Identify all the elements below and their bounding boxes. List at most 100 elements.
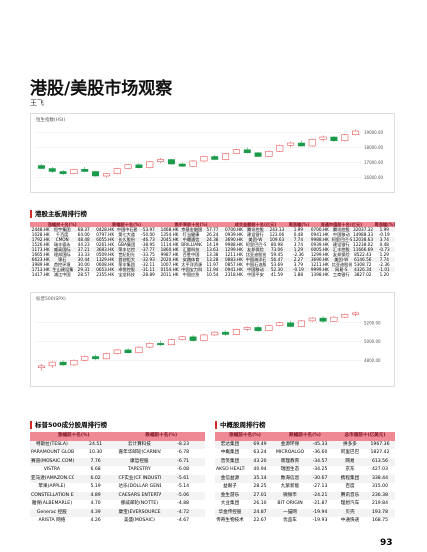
candle-body	[124, 164, 132, 169]
table-cell: 109.63	[266, 237, 288, 242]
candle-body	[254, 327, 262, 331]
table-cell: 9988.HK	[225, 242, 243, 247]
table-cell: 亚马逊(AMAZON.COM)	[30, 474, 74, 483]
table-cell: 0700.HK	[223, 227, 245, 232]
table-cell: -27.13	[312, 484, 328, 489]
table-cell: Generac 控股	[30, 508, 74, 517]
table-cell: BIT ORIGIN	[277, 501, 303, 506]
candle-body	[178, 336, 186, 340]
table-cell: -21.87	[312, 501, 328, 506]
table-cell: CF实业(CF INDUSTRIES)	[117, 474, 162, 483]
table-cell: -8.23	[161, 440, 205, 449]
candle-body	[243, 149, 251, 153]
table-cell: 1173.HK	[30, 247, 52, 252]
candle-body	[113, 349, 121, 354]
table-cell: 57.77	[201, 227, 224, 232]
candle-body	[167, 339, 175, 346]
candle-body	[222, 331, 230, 335]
table-cell: 236.38	[365, 491, 395, 500]
table-cell: -1.01	[373, 267, 395, 272]
candle-body	[81, 356, 89, 361]
table-cell: 59.45	[270, 252, 283, 257]
candle-body	[308, 317, 316, 322]
candle-body	[157, 343, 165, 346]
table-cell: 美团-W	[244, 237, 267, 242]
table-cell: 11.97	[206, 262, 219, 267]
table-row: 雅保(ALBEMARLE) 4.70 挪威邮轮(NOTTE) -4.88	[30, 500, 205, 509]
table-cell: 1526.HK	[31, 242, 50, 247]
candle-body	[297, 142, 305, 147]
candle-body	[167, 159, 175, 165]
table-cell: -5.61	[161, 474, 205, 483]
candle-body	[178, 163, 186, 167]
table-cell: 康宝(EVERSOURCE)	[117, 508, 162, 517]
table-cell: 13.28	[201, 257, 224, 262]
table-cell: 0.48	[293, 232, 304, 237]
table-cell: -0.19	[378, 232, 390, 237]
candle-body	[146, 343, 154, 348]
table-cell: 28.25	[253, 484, 267, 489]
table-cell: 43.20	[245, 457, 275, 466]
title: 港股/美股市场观察	[30, 79, 173, 99]
table-cell: 1792.HK	[30, 237, 52, 242]
table-cell: -5.14	[177, 484, 190, 489]
table-cell: 4.70	[90, 501, 101, 506]
table-cell: 中通快递	[340, 518, 360, 523]
table-cell: 2.27	[287, 257, 310, 262]
table-cell: 比亚迪股份	[331, 262, 353, 267]
table-cell: 8522.43	[354, 252, 372, 257]
table-cell: 2448.HK	[30, 227, 52, 232]
table-cell: 中国中石勘	[115, 227, 138, 232]
table-cell: 56.47	[266, 257, 288, 262]
table-cell: 0005.HK	[309, 247, 331, 252]
table-row: 1417.HK 浦江中国 28.57 2355.HK 宝龙科技 -28.89 2011.HK…	[30, 272, 395, 277]
table-cell: 挪威邮轮(NOTTE)	[120, 501, 159, 506]
table-cell: -37.77	[137, 247, 159, 252]
table-cell: 瑞图生态	[280, 467, 300, 472]
candle-body	[48, 168, 56, 172]
table-cell: 阿里巴巴	[340, 450, 360, 455]
table-cell: 53.69	[270, 262, 283, 267]
table-cell: 2045.HK	[158, 237, 181, 242]
table-cell: 26.24	[206, 232, 219, 237]
header-row: 涨幅前十名(%) 跌幅前十名(%) 换手率前十名(%) 成交金额前十名(亿元) 周涨幅(…	[30, 222, 395, 227]
table-cell: 24.51	[73, 440, 118, 449]
y-tick-label: 17000.00	[364, 160, 384, 165]
candle-body	[70, 360, 78, 366]
table-cell: 美团-W	[330, 257, 353, 262]
table-cell: 云计算科技	[117, 440, 162, 449]
table-cell: 41.59	[270, 272, 283, 277]
candle-body	[113, 168, 121, 174]
candle-body	[157, 159, 165, 162]
table-row: Generac 控股 4.39 康宝(EVERSOURCE) -4.72	[30, 508, 205, 517]
table-cell: 1468.HK	[158, 227, 181, 232]
table-cell: 193.78	[365, 508, 395, 517]
chart-frame	[30, 113, 395, 193]
y-tick-label: 5200.00	[364, 320, 381, 325]
table-cell: 4326.34	[352, 267, 374, 272]
author: 王飞	[30, 99, 44, 107]
table-row: 3989.HK 首控环境 30.00 0608.HK 荣丰集团 -32.11 1007.HK…	[30, 262, 395, 267]
table-cell: 美盛(MOSAIC)	[123, 518, 155, 523]
table-cell: 叮当健康	[182, 232, 200, 237]
table-cell: 1007.HK	[160, 262, 179, 267]
y-tick-label: 4800.00	[364, 358, 381, 363]
table-cell: 315.00	[371, 484, 389, 489]
table-cell: 特斯拉(TESLA)	[30, 440, 74, 449]
table-cell: 3827.02	[354, 272, 372, 277]
table-row: 6623.HK 锦石 30.44 1329.HK 首创钜大 -32.93 2020.HK 安踏…	[30, 257, 395, 262]
table-cell: 30.00	[77, 262, 90, 267]
table-cell: 37.21	[72, 247, 95, 252]
table-cell: 1211.HK	[310, 262, 329, 267]
table-cell: 卓悦控股	[115, 267, 138, 272]
candle-body	[222, 153, 230, 160]
chart-title: 恒生指数(HSI)	[36, 116, 65, 123]
table-cell: BRILLIANCE CHI	[181, 242, 201, 247]
table-cell: 9987.HK	[160, 252, 179, 257]
table-cell: 3690.HK	[309, 257, 331, 262]
column-header: 换手率前十名(%)	[158, 222, 224, 227]
candle-body	[243, 327, 251, 330]
table-cell: 33.33	[77, 252, 90, 257]
